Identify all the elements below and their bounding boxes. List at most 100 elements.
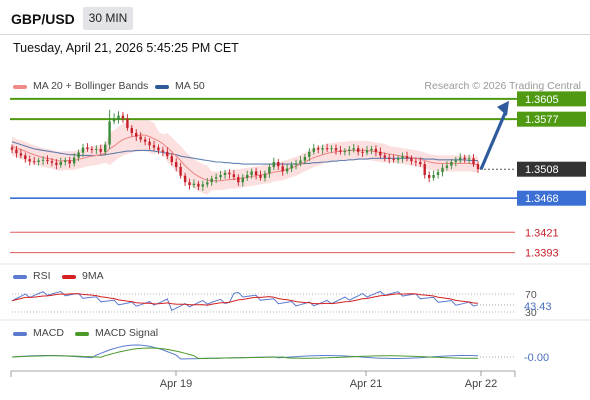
macd-signal-legend-label: MACD Signal: [95, 327, 159, 339]
x-tick-label-Apr 21: Apr 21: [350, 378, 382, 390]
candle-body: [175, 162, 178, 168]
candle-body: [263, 173, 267, 178]
candle-body: [303, 156, 307, 161]
candle-body: [170, 156, 173, 162]
level-label-1.3468: 1.3468: [525, 193, 559, 205]
candle-body: [348, 149, 351, 151]
candle-body: [463, 157, 466, 159]
candle-body: [343, 151, 346, 153]
candle-body: [254, 171, 258, 175]
candle-body: [95, 148, 98, 150]
rsi-ma-legend-swatch: [62, 275, 76, 279]
macd-signal-line: [11, 347, 478, 360]
candle-body: [68, 160, 71, 164]
candle-body: [334, 148, 338, 151]
candle-body: [467, 158, 471, 160]
candle-body: [383, 155, 386, 158]
projection-arrow-head: [497, 100, 509, 116]
candle-body: [454, 160, 457, 162]
projection-arrow-shaft: [479, 110, 508, 170]
candle-body: [432, 175, 435, 178]
candle-body: [64, 160, 67, 162]
candle-body: [410, 158, 413, 162]
candle-body: [166, 151, 169, 157]
candle-body: [277, 162, 280, 167]
candle-body: [41, 159, 45, 161]
candle-body: [459, 157, 462, 161]
macd-legend-swatch: [13, 332, 27, 336]
candle-body: [77, 152, 80, 158]
rsi-level-label-30: 30: [525, 307, 537, 319]
candle-body: [436, 172, 440, 175]
candle-body: [312, 148, 315, 152]
ma20-line: [11, 134, 479, 182]
candle-body: [370, 148, 373, 151]
candle-body: [237, 177, 240, 183]
candle-body: [206, 182, 209, 185]
candle-body: [81, 147, 85, 153]
candle-body: [317, 148, 320, 150]
macd-current-value: -0.00: [524, 352, 549, 364]
candle-body: [374, 148, 378, 152]
candle-body: [197, 183, 200, 187]
candle-body: [130, 127, 133, 133]
candle-body: [339, 150, 342, 152]
candle-body: [414, 161, 417, 163]
candle-body: [72, 157, 76, 164]
level-tag-1.3605: [517, 91, 586, 107]
x-tick-label-Apr 19: Apr 19: [160, 378, 192, 390]
candle-body: [250, 171, 253, 175]
candle-body: [441, 167, 444, 173]
candle-body: [228, 172, 231, 175]
candle-body: [19, 153, 23, 156]
candle-body: [419, 162, 422, 165]
ma50-legend-label: MA 50: [175, 80, 205, 92]
candle-body: [352, 148, 355, 150]
candle-body: [476, 164, 480, 170]
candle-body: [152, 145, 156, 148]
candle-body: [24, 155, 27, 159]
macd-signal-legend-swatch: [75, 332, 89, 336]
candle-body: [392, 159, 395, 161]
candle-body: [445, 165, 449, 168]
candle-body: [33, 161, 36, 163]
level-label-1.3508: 1.3508: [525, 164, 559, 176]
ma20-legend-label: MA 20 + Bollinger Bands: [33, 80, 149, 92]
rsi-legend-swatch: [13, 275, 27, 279]
candle-body: [28, 159, 31, 162]
candle-body: [55, 162, 58, 165]
candle-body: [46, 159, 49, 162]
candle-body: [117, 115, 120, 120]
candle-body: [214, 177, 218, 179]
candle-body: [405, 156, 409, 159]
candle-body: [299, 160, 302, 164]
candle-body: [472, 158, 475, 165]
header-divider: [0, 34, 590, 35]
candle-body: [285, 168, 289, 172]
candle-body: [365, 150, 369, 153]
level-label-1.3577: 1.3577: [525, 114, 559, 126]
candle-body: [10, 147, 14, 150]
candle-body: [121, 115, 125, 119]
ma50-legend-swatch: [155, 85, 169, 89]
candle-body: [183, 175, 187, 183]
candle-body: [325, 148, 329, 150]
candle-body: [396, 158, 400, 160]
candle-body: [290, 164, 293, 169]
level-tag-1.3577: [517, 111, 586, 127]
candle-body: [99, 148, 102, 152]
candle-body: [223, 172, 227, 175]
candle-body: [259, 175, 262, 178]
candle-body: [232, 174, 236, 178]
timeframe-badge[interactable]: 30 MIN: [83, 7, 133, 30]
candle-body: [246, 175, 249, 178]
level-tag-1.3468: [517, 190, 586, 206]
candle-body: [423, 164, 426, 175]
level-label-1.3393: 1.3393: [525, 248, 559, 260]
candle-body: [281, 166, 284, 172]
candle-body: [401, 156, 404, 159]
candle-body: [272, 162, 275, 168]
x-tick-label-Apr 22: Apr 22: [465, 378, 497, 390]
candle-body: [268, 167, 271, 174]
